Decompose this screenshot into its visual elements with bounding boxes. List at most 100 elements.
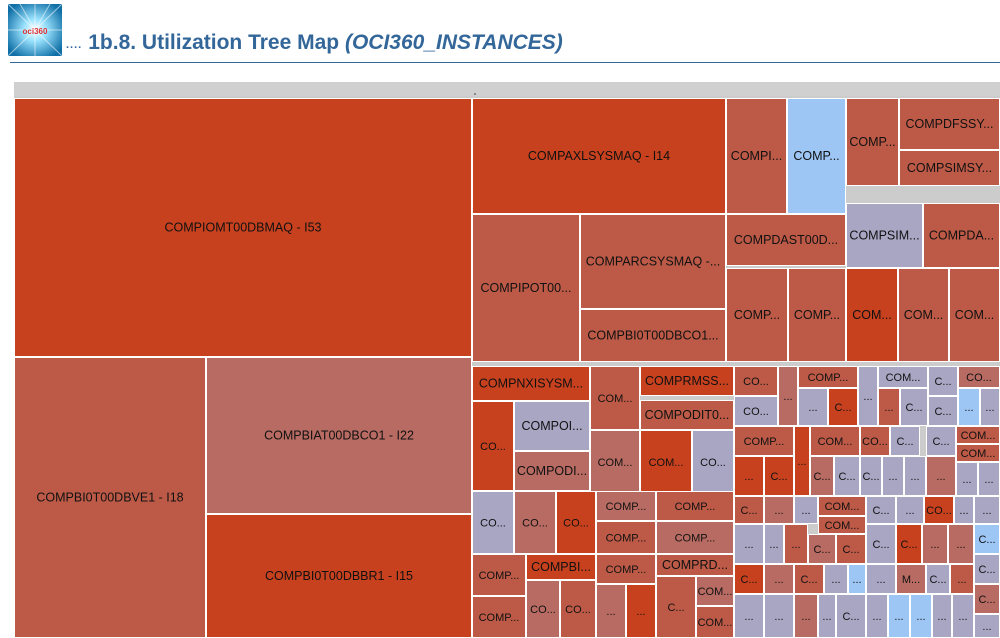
treemap-small-tile-87-label: ... [744, 611, 753, 623]
treemap-small-tile-21-label: COM... [698, 586, 733, 598]
treemap-small-tile-38-label: COMP... [744, 436, 785, 448]
treemap-small-tile-22-label: COM... [698, 617, 733, 629]
treemap-small-tile-71-label: C... [872, 539, 889, 551]
treemap-small-tile-77: C... [734, 564, 764, 594]
treemap-tile-7: COMPARCSYSMAQ -... [580, 214, 726, 309]
treemap-small-tile-20-label: C... [667, 602, 684, 614]
treemap-small-tile-44: C... [834, 456, 860, 496]
treemap-small-tile-69-label: C... [813, 544, 830, 556]
treemap-canvas: COMPIOMT00DBMAQ - I53 COMPBI0T00DBVE1 - I… [14, 98, 1000, 638]
treemap-small-tile-59-label: COM... [825, 501, 860, 513]
treemap-small-tile-18-label: ... [606, 606, 615, 618]
treemap-small-tile-24: CO... [734, 396, 778, 426]
treemap-small-tile-21: COM... [696, 576, 734, 606]
treemap-small-tile-66-label: ... [744, 539, 753, 551]
treemap-small-tile-50-label: C... [932, 436, 949, 448]
treemap-tile-10-label: COMP... [793, 149, 839, 163]
treemap-small-tile-78: ... [764, 564, 794, 594]
treemap-tile-20-label: COM... [904, 308, 944, 322]
treemap-tile-22: COMPNXISYSM... [472, 366, 590, 401]
treemap-tile-4: COMPBI0T00DBBR1 - I15 [206, 514, 472, 638]
treemap-tile-27-label: COMPBI... [531, 560, 591, 574]
treemap-small-tile-84: C... [926, 564, 950, 594]
treemap-small-tile-57-label: ... [774, 505, 783, 517]
treemap-small-tile-37-label: ... [985, 402, 994, 414]
treemap-small-tile-94-label: ... [916, 611, 925, 623]
treemap-small-tile-53: ... [926, 456, 956, 496]
treemap-tile-28: COMPRD... [656, 554, 734, 576]
treemap-small-tile-72-label: C... [900, 539, 917, 551]
treemap-small-tile-91-label: C... [842, 611, 859, 623]
treemap-small-tile-3-label: COM... [598, 457, 633, 469]
treemap-small-tile-50: C... [926, 426, 956, 456]
treemap-small-tile-96: ... [952, 594, 974, 638]
treemap-tile-16-label: COMPDA... [929, 229, 994, 243]
treemap-small-tile-36-label: ... [964, 402, 973, 414]
treemap-small-tile-13: COMP... [472, 554, 526, 596]
title-bullet: .... [66, 39, 83, 51]
treemap-small-tile-12-label: COMP... [675, 533, 716, 545]
treemap-small-tile-29-label: ... [863, 391, 872, 403]
treemap-small-tile-60: COM... [818, 516, 866, 534]
treemap-header-bar [14, 82, 1000, 96]
treemap-tile-12: COMPDFSSY... [899, 98, 1000, 150]
treemap-small-tile-86-label: C... [978, 594, 995, 606]
treemap-small-tile-96-label: ... [958, 611, 967, 623]
treemap-small-tile-70-label: C... [842, 544, 859, 556]
treemap-small-tile-48-label: ... [888, 471, 897, 483]
treemap-small-tile-7-label: CO... [522, 518, 548, 530]
treemap-small-tile-19: ... [626, 584, 656, 638]
treemap-tile-24: COMPODIT0... [640, 400, 734, 430]
treemap-small-tile-10-label: COMP... [606, 533, 647, 545]
treemap-tile-28-label: COMPRD... [662, 558, 728, 572]
treemap-small-tile-13-label: COMP... [479, 570, 520, 582]
treemap-small-tile-28-label: C... [834, 402, 851, 414]
treemap-small-tile-55-label: ... [984, 474, 993, 486]
treemap-small-tile-57: ... [764, 496, 794, 524]
treemap-small-tile-51: COM... [956, 426, 1000, 444]
treemap-small-tile-27: ... [798, 388, 828, 426]
treemap-small-tile-51-label: COM... [961, 430, 996, 442]
treemap-tile-15-label: COMPSIM... [849, 229, 919, 243]
treemap-small-tile-27-label: ... [808, 402, 817, 414]
treemap-tile-20: COM... [898, 268, 949, 362]
treemap-small-tile-6-label: CO... [480, 518, 506, 530]
treemap-small-tile-92-label: ... [872, 611, 881, 623]
treemap-small-tile-97: ... [974, 614, 1000, 638]
treemap-small-tile-2: COM... [590, 366, 640, 430]
treemap-small-tile-10: COMP... [596, 521, 656, 554]
treemap-small-tile-55: ... [978, 462, 1000, 496]
treemap-header-marker [474, 93, 476, 95]
treemap-tile-19-label: COM... [852, 308, 892, 322]
treemap-small-tile-40: C... [764, 456, 794, 496]
treemap-tile-11: COMP... [846, 98, 899, 186]
treemap-small-tile-43: C... [810, 456, 834, 496]
treemap-small-tile-90: ... [818, 594, 836, 638]
treemap-small-tile-16: CO... [560, 580, 596, 638]
treemap-small-tile-82: ... [866, 564, 896, 594]
treemap-tile-9: COMPI... [726, 98, 787, 214]
treemap-small-tile-85: ... [950, 564, 974, 594]
treemap-tile-8-label: COMPBI0T00DBCO1... [587, 329, 718, 343]
treemap-small-tile-62: ... [896, 496, 924, 524]
treemap-tile-23: COMPRMSS... [640, 366, 734, 396]
treemap-small-tile-35: CO... [958, 366, 1000, 388]
treemap-small-tile-5-label: CO... [700, 457, 726, 469]
treemap-small-tile-6: CO... [472, 491, 514, 554]
treemap-tile-3: COMPBIAT00DBCO1 - I22 [206, 357, 472, 514]
treemap-tile-3-label: COMPBIAT00DBCO1 - I22 [264, 429, 414, 443]
treemap-small-tile-16-label: CO... [565, 604, 591, 616]
treemap-small-tile-63-label: CO... [926, 505, 952, 517]
treemap-tile-5: COMPAXLSYSMAQ - I14 [472, 98, 726, 214]
treemap-small-tile-34: C... [928, 396, 958, 426]
treemap-tile-25-label: COMPOI... [521, 419, 582, 433]
treemap-small-tile-48: ... [882, 456, 904, 496]
treemap-tile-23-label: COMPRMSS... [645, 374, 729, 388]
treemap-small-tile-91: C... [836, 594, 866, 638]
treemap-small-tile-68-label: ... [791, 539, 800, 551]
treemap-small-tile-39: ... [734, 456, 764, 496]
treemap-tile-2: COMPBI0T00DBVE1 - I18 [14, 357, 206, 638]
treemap-small-tile-64: ... [954, 496, 974, 524]
treemap-small-tile-63: CO... [924, 496, 954, 524]
treemap-small-tile-85-label: ... [957, 574, 966, 586]
